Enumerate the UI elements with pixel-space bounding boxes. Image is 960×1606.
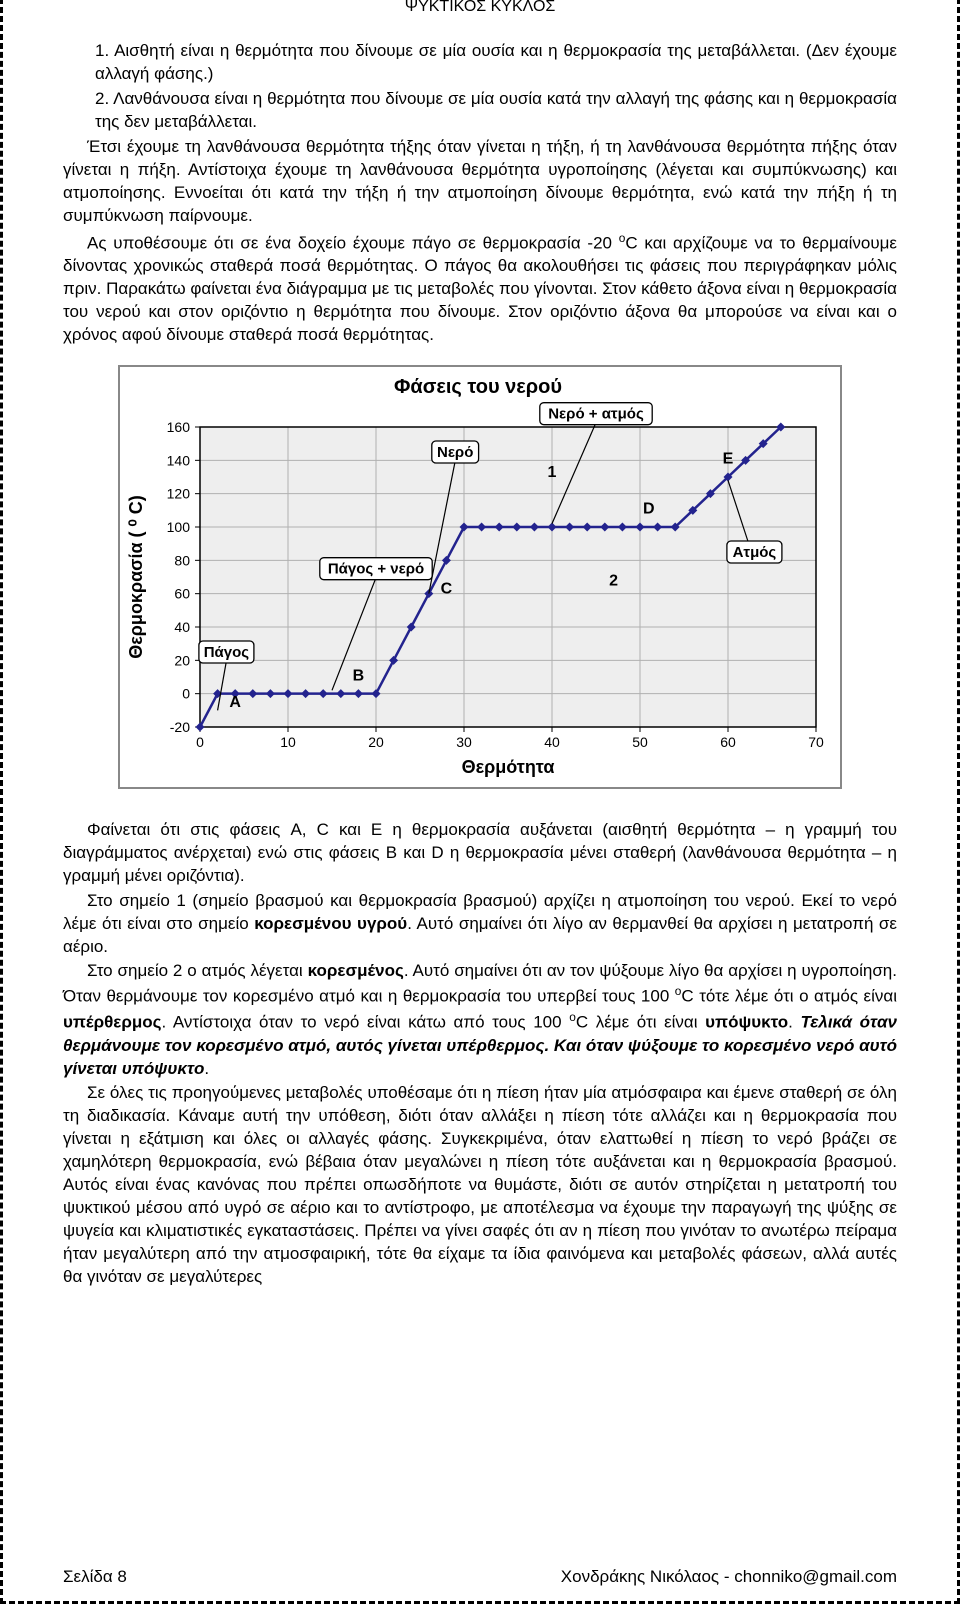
paragraph-1: Έτσι έχουμε τη λανθάνουσα θερμότητα τήξη… — [63, 136, 897, 228]
svg-text:0: 0 — [196, 734, 204, 750]
svg-text:10: 10 — [280, 734, 296, 750]
svg-text:Φάσεις του νερού: Φάσεις του νερού — [394, 376, 562, 398]
svg-text:100: 100 — [167, 519, 191, 535]
phase-chart: 0 10 20 30 40 50 60 70 -20 0 20 40 60 80 100 120 140 160 Π… — [118, 365, 842, 789]
svg-text:40: 40 — [174, 619, 190, 635]
p5k: . — [204, 1059, 209, 1078]
svg-text:Πάγος + νερό: Πάγος + νερό — [328, 561, 424, 578]
footer-left: Σελίδα 8 — [63, 1567, 127, 1587]
deg-symbol-3: o — [569, 1010, 576, 1024]
svg-text:Ατμός: Ατμός — [733, 544, 777, 561]
page-header: ΨΥΚΤΙΚΟΣ ΚΥΚΛΟΣ — [63, 0, 897, 24]
svg-text:0: 0 — [182, 686, 190, 702]
svg-text:120: 120 — [167, 486, 191, 502]
list-num-2: 2. — [95, 89, 109, 108]
paragraph-3: Φαίνεται ότι στις φάσεις A, C και E η θε… — [63, 819, 897, 888]
svg-text:50: 50 — [632, 734, 648, 750]
footer-right: Χονδράκης Νικόλαος - chonniko@gmail.com — [561, 1567, 897, 1587]
svg-text:140: 140 — [167, 452, 191, 468]
paragraph-4: Στο σημείο 1 (σημείο βρασμού και θερμοκρ… — [63, 890, 897, 959]
svg-text:60: 60 — [174, 586, 190, 602]
list-num-1: 1. — [95, 41, 109, 60]
svg-text:160: 160 — [167, 419, 191, 435]
svg-text:C: C — [441, 581, 453, 598]
p5d: C τότε λέμε ότι ο ατμός είναι — [681, 987, 897, 1006]
svg-text:70: 70 — [808, 734, 824, 750]
svg-text:1: 1 — [548, 464, 557, 481]
p5e: υπέρθερμος — [63, 1013, 162, 1032]
svg-text:-20: -20 — [170, 719, 190, 735]
svg-text:Θερμοκρασία ( ⁰ C): Θερμοκρασία ( ⁰ C) — [126, 495, 146, 659]
p5i: . — [788, 1013, 800, 1032]
svg-text:2: 2 — [609, 572, 618, 589]
svg-text:D: D — [643, 501, 655, 518]
svg-text:Πάγος: Πάγος — [204, 644, 250, 661]
svg-text:Θερμότητα: Θερμότητα — [462, 757, 555, 777]
svg-text:E: E — [723, 451, 734, 468]
p5h: υπόψυκτο — [705, 1013, 788, 1032]
svg-text:20: 20 — [174, 652, 190, 668]
list-item-2: 2. Λανθάνουσα είναι η θερμότητα που δίνο… — [95, 88, 897, 134]
p5f: . Αντίστοιχα όταν το νερό είναι κάτω από… — [162, 1013, 570, 1032]
list-text-2: Λανθάνουσα είναι η θερμότητα που δίνουμε… — [95, 89, 897, 131]
svg-text:Νερό + ατμός: Νερό + ατμός — [548, 406, 644, 423]
list-item-1: 1. Αισθητή είναι η θερμότητα που δίνουμε… — [95, 40, 897, 86]
p5a: Στο σημείο 2 ο ατμός λέγεται — [87, 961, 308, 980]
svg-text:80: 80 — [174, 552, 190, 568]
list-text-1: Αισθητή είναι η θερμότητα που δίνουμε σε… — [95, 41, 897, 83]
svg-text:Νερό: Νερό — [437, 444, 473, 461]
chart-svg: 0 10 20 30 40 50 60 70 -20 0 20 40 60 80 100 120 140 160 Π… — [120, 367, 836, 787]
svg-text:60: 60 — [720, 734, 736, 750]
paragraph-5: Στο σημείο 2 ο ατμός λέγεται κορεσμένος.… — [63, 960, 897, 1080]
p2a: Ας υποθέσουμε ότι σε ένα δοχείο έχουμε π… — [87, 233, 619, 252]
svg-text:A: A — [229, 694, 241, 711]
p5b: κορεσμένος — [308, 961, 404, 980]
svg-text:30: 30 — [456, 734, 472, 750]
svg-text:40: 40 — [544, 734, 560, 750]
svg-text:B: B — [353, 667, 365, 684]
p4b: κορεσμένου υγρού — [254, 914, 407, 933]
p5g: C λέμε ότι είναι — [576, 1013, 705, 1032]
paragraph-6: Σε όλες τις προηγούμενες μεταβολές υποθέ… — [63, 1082, 897, 1288]
paragraph-2: Ας υποθέσουμε ότι σε ένα δοχείο έχουμε π… — [63, 230, 897, 347]
svg-text:20: 20 — [368, 734, 384, 750]
